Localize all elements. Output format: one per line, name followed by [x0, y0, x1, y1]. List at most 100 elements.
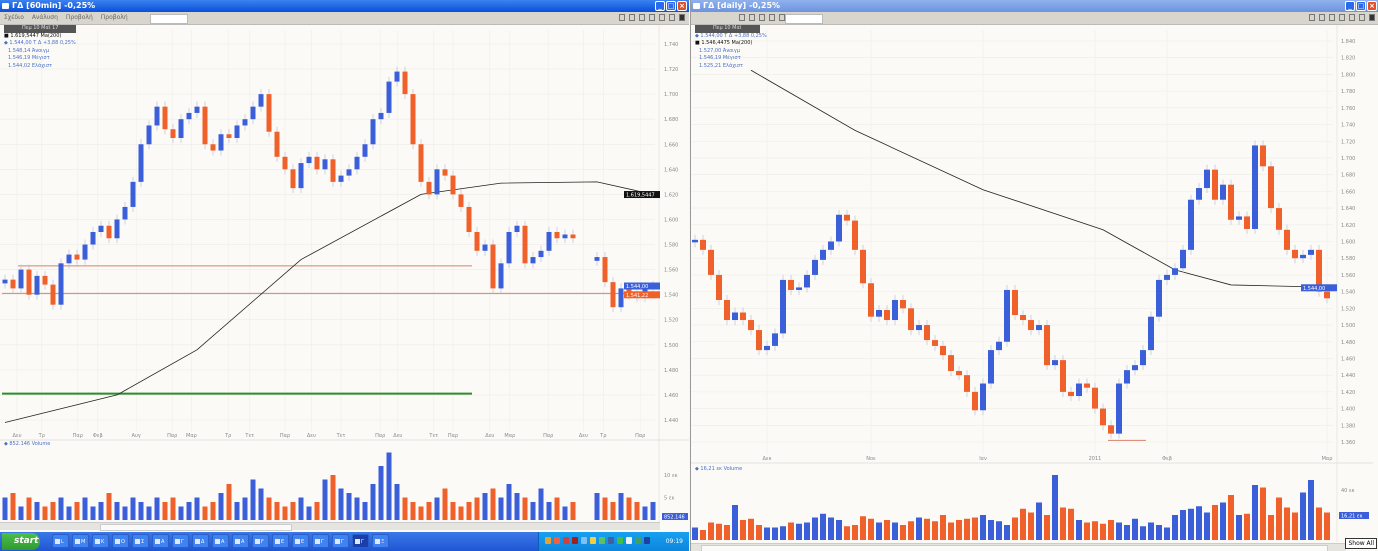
taskbar-task-button[interactable]: Γ	[312, 534, 329, 548]
taskbar-task-button[interactable]: Γ	[352, 534, 369, 548]
horizontal-scrollbar[interactable]	[0, 522, 660, 531]
symbol-search-input[interactable]	[150, 14, 188, 24]
volume-bar	[90, 506, 96, 520]
minimize-button[interactable]: _	[655, 1, 665, 11]
candle-body	[1124, 370, 1130, 384]
price-chart-daily[interactable]: 1.840 1.820 1.800 1.780 1.760 1.740 1.720 1.700…	[691, 0, 1378, 551]
tray-icon[interactable]	[617, 537, 623, 544]
volume-bar	[844, 526, 850, 540]
volume-bar	[506, 484, 512, 520]
candle-body	[170, 129, 176, 138]
tray-icon[interactable]	[554, 537, 560, 544]
menu-item[interactable]: Προβολή	[65, 14, 93, 21]
candle-body	[908, 308, 914, 331]
tray-icon[interactable]	[599, 537, 605, 544]
candle-body	[1052, 360, 1058, 366]
menu-item[interactable]: Προβολή	[100, 14, 128, 21]
volume-bar	[996, 521, 1002, 540]
y-tick-label: 1.460	[664, 393, 678, 399]
taskbar-task-button[interactable]: A	[212, 534, 229, 548]
window-titlebar[interactable]: ΓΔ [60min] -0,25% _ □ ×	[0, 0, 689, 12]
rectangle-tool-icon[interactable]	[759, 14, 765, 21]
close-button[interactable]: ×	[677, 1, 687, 11]
price-chart-60min[interactable]: 1.740 1.720 1.700 1.680 1.660 1.640 1.620 1.600…	[0, 0, 689, 532]
volume-value-label-bg	[1339, 512, 1369, 519]
taskbar-task-button[interactable]: A	[232, 534, 249, 548]
line-tool-icon[interactable]	[649, 14, 655, 21]
menu-item[interactable]: Ανάλυση	[31, 14, 58, 21]
taskbar-task-button[interactable]: L	[52, 534, 69, 548]
candle-body	[1156, 279, 1162, 317]
taskbar-task-button[interactable]: O	[112, 534, 129, 548]
rectangle-tool-icon[interactable]	[639, 14, 645, 21]
volume-value-label-bg	[662, 513, 688, 520]
text-tool-icon[interactable]	[779, 14, 785, 21]
line-tool-icon[interactable]	[769, 14, 775, 21]
show-all-button[interactable]: Show All	[1345, 538, 1377, 549]
tray-icon[interactable]	[545, 537, 551, 544]
taskbar-task-button[interactable]: Γ	[172, 534, 189, 548]
tray-icon[interactable]	[635, 537, 641, 544]
x-tick-label: Μαρ	[1322, 456, 1333, 462]
taskbar-task-button[interactable]: Γ	[332, 534, 349, 548]
line-tool-icon[interactable]	[1339, 14, 1345, 21]
save-icon[interactable]	[679, 14, 685, 21]
tray-icon[interactable]	[608, 537, 614, 544]
window-tool-icon[interactable]	[1359, 14, 1365, 21]
taskbar-task-button[interactable]: M	[72, 534, 89, 548]
tray-icon[interactable]	[590, 537, 596, 544]
maximize-button[interactable]: □	[666, 1, 676, 11]
rectangle-tool-icon[interactable]	[1329, 14, 1335, 21]
maximize-button[interactable]: □	[1356, 1, 1366, 11]
candle-body	[692, 239, 698, 243]
volume-bar	[1300, 492, 1306, 540]
tray-icon[interactable]	[563, 537, 569, 544]
window-tool-icon[interactable]	[669, 14, 675, 21]
cursor-tool-icon[interactable]	[619, 14, 625, 21]
close-button[interactable]: ×	[1367, 1, 1377, 11]
taskbar-task-button[interactable]: Δ	[192, 534, 209, 548]
volume-bar	[130, 497, 136, 520]
crosshair-tool-icon[interactable]	[629, 14, 635, 21]
horizontal-scrollbar[interactable]	[691, 543, 1346, 551]
symbol-search-input[interactable]	[785, 14, 823, 24]
taskbar-task-button[interactable]: A	[152, 534, 169, 548]
save-icon[interactable]	[1369, 14, 1375, 21]
ma-price-label: 1.619,5447	[626, 193, 655, 199]
text-tool-icon[interactable]	[659, 14, 665, 21]
window-titlebar[interactable]: ΓΔ [daily] -0,25% _ □ ×	[691, 0, 1378, 12]
volume-bar	[170, 497, 176, 520]
cursor-tool-icon[interactable]	[739, 14, 745, 21]
candle-body	[740, 312, 746, 321]
scrollbar-thumb[interactable]	[701, 545, 1328, 551]
volume-bar	[1252, 485, 1258, 540]
cursor-tool-icon[interactable]	[1309, 14, 1315, 21]
taskbar-task-button[interactable]: K	[92, 534, 109, 548]
taskbar-task-button[interactable]: F	[252, 534, 269, 548]
volume-bar	[58, 497, 64, 520]
minimize-button[interactable]: _	[1345, 1, 1355, 11]
taskbar-task-button[interactable]: Σ	[132, 534, 149, 548]
ma200-line	[4, 181, 654, 423]
crosshair-tool-icon[interactable]	[749, 14, 755, 21]
tray-icon[interactable]	[626, 537, 632, 544]
candle-body	[122, 206, 128, 220]
crosshair-tool-icon[interactable]	[1319, 14, 1325, 21]
start-button[interactable]: start	[2, 533, 40, 550]
scrollbar-thumb[interactable]	[100, 524, 292, 531]
taskbar-task-button[interactable]: E	[292, 534, 309, 548]
menu-item[interactable]: Σχέδιο	[4, 14, 24, 21]
text-tool-icon[interactable]	[1349, 14, 1355, 21]
ma-price-label-bg	[624, 191, 660, 199]
taskbar-task-button[interactable]: Ξ	[372, 534, 389, 548]
last-price-label: 1.544,00	[1303, 286, 1325, 292]
y-tick-label: 1.460	[1341, 356, 1355, 362]
tray-icon[interactable]	[572, 537, 578, 544]
tray-icon[interactable]	[581, 537, 587, 544]
tray-icon[interactable]	[644, 537, 650, 544]
taskbar-task-button[interactable]: E	[272, 534, 289, 548]
candle-body	[82, 244, 88, 260]
x-tick-label: Παρ	[543, 433, 553, 439]
volume-bar	[1324, 512, 1330, 540]
